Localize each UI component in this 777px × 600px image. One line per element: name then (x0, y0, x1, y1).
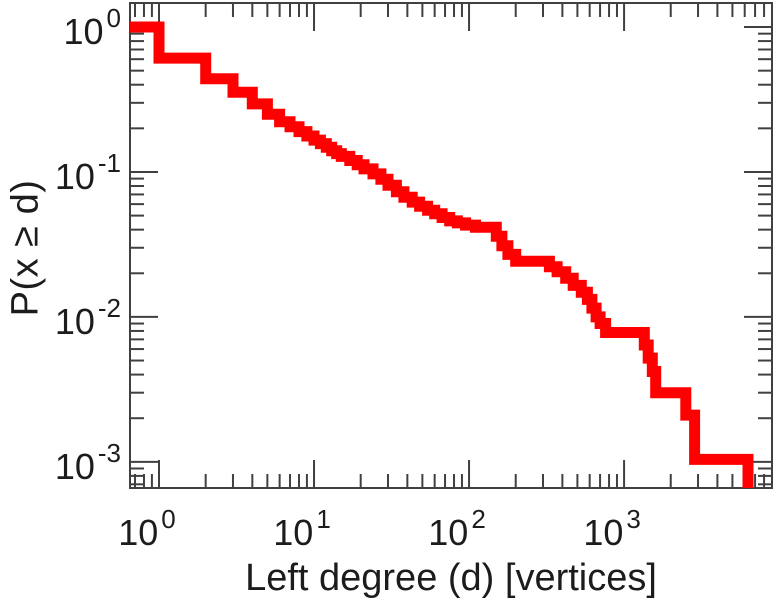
y-tick-label: 10 0 (63, 3, 121, 52)
y-axis-title: P(x ≥ d) (4, 179, 47, 317)
y-tick-label: 10 -1 (55, 148, 121, 197)
x-tick-label: 10 2 (428, 504, 486, 553)
y-tick-label: 10 -3 (55, 438, 121, 487)
x-tick-label: 10 0 (118, 504, 176, 553)
x-axis-title: Left degree (d) [vertices] (245, 557, 657, 599)
plot-border (129, 2, 773, 489)
x-tick-label: 10 3 (583, 504, 641, 553)
ccdf-step-line (130, 21, 754, 488)
y-tick-label: 10 -2 (55, 293, 121, 342)
x-tick-label: 10 1 (273, 504, 331, 553)
